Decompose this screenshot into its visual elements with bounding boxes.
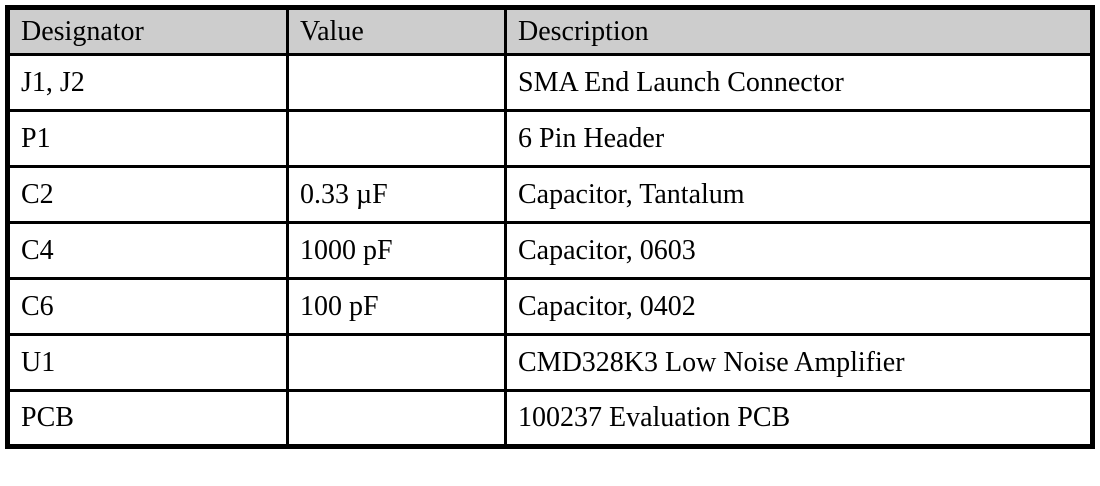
table-row: PCB 100237 Evaluation PCB xyxy=(6,389,1094,448)
cell-description: Capacitor, 0603 xyxy=(504,221,1094,280)
table-row: C4 1000 pF Capacitor, 0603 xyxy=(6,221,1094,280)
header-cell-designator: Designator xyxy=(6,6,289,56)
cell-designator: U1 xyxy=(6,333,289,392)
bill-of-materials-table: Designator Value Description J1, J2 SMA … xyxy=(5,5,1095,449)
table-row: J1, J2 SMA End Launch Connector xyxy=(6,53,1094,112)
cell-value: 1000 pF xyxy=(286,221,507,280)
cell-designator: P1 xyxy=(6,109,289,168)
cell-designator: C4 xyxy=(6,221,289,280)
table-row: C2 0.33 µF Capacitor, Tantalum xyxy=(6,165,1094,224)
table-row: P1 6 Pin Header xyxy=(6,109,1094,168)
cell-description: 100237 Evaluation PCB xyxy=(504,389,1094,448)
cell-description: Capacitor, 0402 xyxy=(504,277,1094,336)
cell-description: CMD328K3 Low Noise Amplifier xyxy=(504,333,1094,392)
cell-designator: C6 xyxy=(6,277,289,336)
cell-value: 100 pF xyxy=(286,277,507,336)
cell-description: 6 Pin Header xyxy=(504,109,1094,168)
table-header-row: Designator Value Description xyxy=(6,6,1094,56)
cell-description: SMA End Launch Connector xyxy=(504,53,1094,112)
cell-designator: J1, J2 xyxy=(6,53,289,112)
cell-value: 0.33 µF xyxy=(286,165,507,224)
cell-designator: C2 xyxy=(6,165,289,224)
header-cell-description: Description xyxy=(504,6,1094,56)
cell-value xyxy=(286,389,507,448)
table-row: C6 100 pF Capacitor, 0402 xyxy=(6,277,1094,336)
cell-value xyxy=(286,53,507,112)
cell-designator: PCB xyxy=(6,389,289,448)
cell-value xyxy=(286,109,507,168)
header-cell-value: Value xyxy=(286,6,507,56)
cell-description: Capacitor, Tantalum xyxy=(504,165,1094,224)
table-row: U1 CMD328K3 Low Noise Amplifier xyxy=(6,333,1094,392)
cell-value xyxy=(286,333,507,392)
